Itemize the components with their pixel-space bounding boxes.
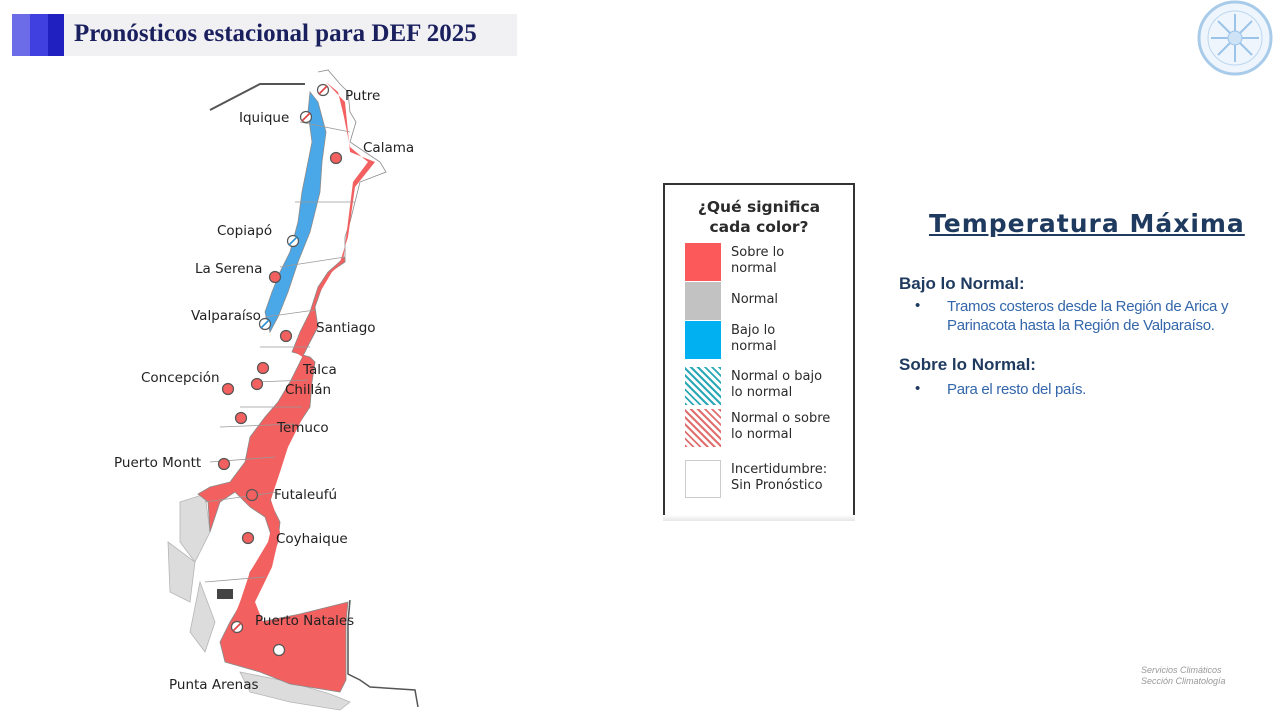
border-line-north [209, 83, 305, 111]
map-svg [167, 69, 419, 711]
legend-title: ¿Qué significa cada color? [665, 197, 853, 237]
city-label-futaleufu: Futaleufú [274, 487, 338, 503]
legend-label-sin-pronostico: Incertidumbre: Sin Pronóstico [731, 462, 828, 493]
city-label-santiago: Santiago [316, 320, 376, 336]
marker-copiapo [286, 234, 300, 248]
border-line-south [347, 599, 419, 708]
footer-line2: Sección Climatología [1141, 676, 1226, 686]
southern-islands [167, 493, 351, 711]
marker-chillan [250, 377, 264, 391]
city-label-coyhaique: Coyhaique [276, 531, 348, 547]
marker-coyhaique [241, 531, 255, 545]
region-lines [204, 121, 355, 583]
legend-title-line1: ¿Qué significa [697, 198, 821, 216]
page-title: Pronósticos estacional para DEF 2025 [74, 20, 477, 47]
legend-label-bajo: Bajo lo normal [731, 323, 777, 354]
section-title-bajo: Bajo lo Normal: [899, 274, 1025, 293]
legend-title-line2: cada color? [709, 218, 809, 236]
legend-swatch-normal-o-sobre [685, 409, 721, 447]
marker-puerto-natales [230, 620, 244, 634]
city-label-temuco: Temuco [277, 420, 329, 436]
map-dark-marker [217, 589, 233, 599]
bullet-dot-bajo: • [915, 297, 921, 314]
marker-la-serena [268, 270, 282, 284]
marker-temuco [234, 411, 248, 425]
meteochile-logo-icon [1194, 0, 1276, 80]
marker-concepcion [221, 382, 235, 396]
city-label-la-serena: La Serena [195, 261, 263, 277]
marker-santiago [279, 329, 293, 343]
legend-swatch-sobre [685, 243, 721, 281]
legend-swatch-normal-o-bajo [685, 367, 721, 405]
marker-putre [316, 83, 330, 97]
legend-swatch-sin-pronostico [685, 460, 721, 498]
city-label-putre: Putre [345, 88, 381, 104]
legend-item-normal: Normal [685, 282, 850, 320]
city-label-puerto-montt: Puerto Montt [114, 455, 202, 471]
marker-punta-arenas [272, 643, 286, 657]
sobre-normal-fill [228, 82, 375, 684]
legend-item-bajo-normal: Bajo lo normal [685, 321, 850, 359]
city-label-valparaiso: Valparaíso [191, 308, 261, 324]
legend-label-sobre: Sobre lo normal [731, 245, 785, 276]
marker-calama [329, 151, 343, 165]
bullet-text-bajo: Tramos costeros desde la Región de Arica… [947, 298, 1229, 334]
legend-bottom-fade [663, 515, 855, 521]
legend-item-normal-o-sobre: Normal o sobre lo normal [685, 409, 850, 447]
marker-iquique [299, 110, 313, 124]
title-bar: Pronósticos estacional para DEF 2025 [12, 14, 517, 56]
city-label-puerto-natales: Puerto Natales [255, 613, 355, 629]
city-label-chillan: Chillán [285, 382, 332, 398]
city-label-iquique: Iquique [239, 110, 290, 126]
marker-puerto-montt [217, 457, 231, 471]
section-title-sobre: Sobre lo Normal: [899, 355, 1036, 374]
city-label-calama: Calama [363, 140, 415, 156]
title-squares-decoration [12, 14, 64, 56]
city-label-talca: Talca [303, 362, 337, 378]
marker-talca [256, 361, 270, 375]
city-label-punta-arenas: Punta Arenas [169, 677, 259, 693]
legend-label-normal-o-sobre: Normal o sobre lo normal [731, 411, 831, 442]
color-legend: ¿Qué significa cada color? Sobre lo norma… [663, 183, 855, 521]
city-label-copiapo: Copiapó [217, 223, 273, 239]
legend-item-normal-o-bajo: Normal o bajo lo normal [685, 367, 850, 405]
legend-item-sin-pronostico: Incertidumbre: Sin Pronóstico [685, 460, 850, 498]
chile-forecast-map: Putre Iquique Calama Copiapó La Serena V… [114, 62, 430, 712]
bullet-dot-sobre: • [915, 380, 921, 397]
legend-label-normal-o-bajo: Normal o bajo lo normal [731, 369, 823, 400]
legend-label-normal: Normal [731, 292, 779, 307]
marker-futaleufu [245, 488, 259, 502]
panel-heading: Temperatura Máxima [929, 209, 1245, 238]
legend-swatch-normal [685, 282, 721, 320]
city-markers [217, 83, 343, 657]
marker-valparaiso [258, 317, 272, 331]
city-label-concepcion: Concepción [141, 370, 220, 386]
bullet-text-sobre: Para el resto del país. [947, 381, 1087, 398]
legend-item-sobre-normal: Sobre lo normal [685, 243, 850, 281]
legend-swatch-bajo [685, 321, 721, 359]
footer-line1: Servicios Climáticos [1141, 665, 1222, 675]
footer-credits: Servicios Climáticos Sección Climatologí… [1141, 665, 1226, 687]
